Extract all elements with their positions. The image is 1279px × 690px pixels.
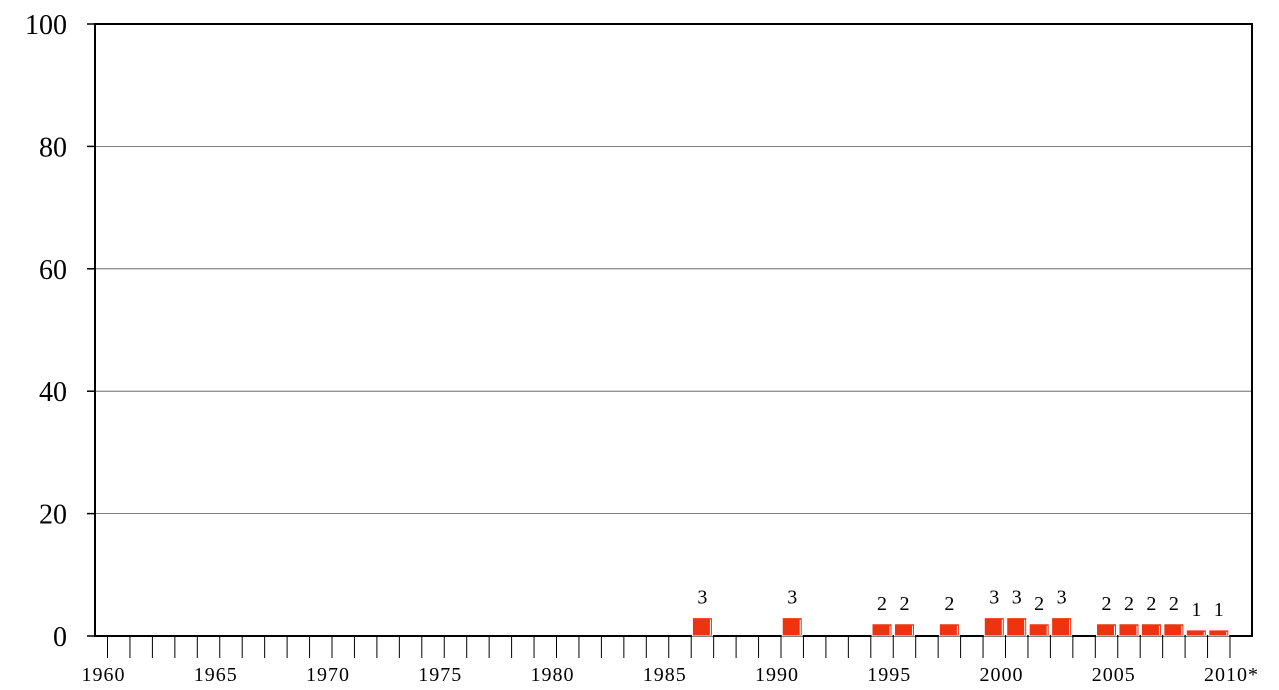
value-label-1990: 3	[787, 587, 797, 609]
value-label-2007: 2	[1169, 593, 1179, 615]
value-label-2004: 2	[1102, 593, 1112, 615]
y-tick-label: 40	[39, 377, 67, 408]
bar-2000	[1006, 617, 1028, 637]
bar-2002	[1051, 617, 1073, 637]
value-label-2002: 3	[1057, 587, 1067, 609]
value-label-1999: 3	[989, 587, 999, 609]
value-label-2006: 2	[1146, 593, 1156, 615]
bar-2005	[1118, 623, 1140, 637]
y-axis: 0 20 40 60 80 100	[25, 10, 95, 653]
value-label-1986: 3	[697, 587, 707, 609]
x-tick-label: 1980	[531, 664, 575, 686]
value-label-2008: 1	[1191, 599, 1201, 621]
gridlines	[95, 145, 1252, 514]
bar-2007	[1163, 623, 1185, 637]
plot-frame	[94, 23, 1253, 637]
x-tick-label: 2000	[980, 664, 1024, 686]
value-label-2005: 2	[1124, 593, 1134, 615]
x-tick-label: 1960	[82, 664, 126, 686]
value-label-1997: 2	[944, 593, 954, 615]
bar-1997	[938, 623, 960, 637]
y-tick-label: 0	[53, 622, 67, 653]
value-label-2009: 1	[1214, 599, 1224, 621]
x-tick-label: 1975	[418, 664, 462, 686]
x-tick-label: 2010*	[1204, 664, 1259, 686]
x-tick-label: 1985	[643, 664, 687, 686]
value-label-1995: 2	[899, 593, 909, 615]
value-label-1994: 2	[877, 593, 887, 615]
bar-2001	[1028, 623, 1050, 637]
bar-1999	[983, 617, 1005, 637]
bar-1986	[691, 617, 713, 637]
x-tick-label: 1990	[755, 664, 799, 686]
value-label-2000: 3	[1012, 587, 1022, 609]
x-tick-label: 2005	[1092, 664, 1136, 686]
y-tick-label: 60	[39, 255, 67, 286]
bar-2004	[1096, 623, 1118, 637]
y-tick-label: 100	[25, 10, 67, 41]
bar-2009	[1208, 629, 1230, 637]
bars	[691, 617, 1230, 637]
x-tick-label: 1995	[867, 664, 911, 686]
bar-2008	[1185, 629, 1207, 637]
bar-1995	[893, 623, 915, 637]
x-tick-label: 1965	[194, 664, 238, 686]
x-axis: 1960 1965 1970 1975 1980 1985 1990 1995 2000 2005…	[82, 636, 1259, 686]
y-tick-label: 80	[39, 132, 67, 163]
x-tick-label: 1970	[306, 664, 350, 686]
y-tick-label: 20	[39, 500, 67, 531]
bar-1994	[871, 623, 893, 637]
bar-1990	[781, 617, 803, 637]
bar-2006	[1140, 623, 1162, 637]
value-label-2001: 2	[1034, 593, 1044, 615]
